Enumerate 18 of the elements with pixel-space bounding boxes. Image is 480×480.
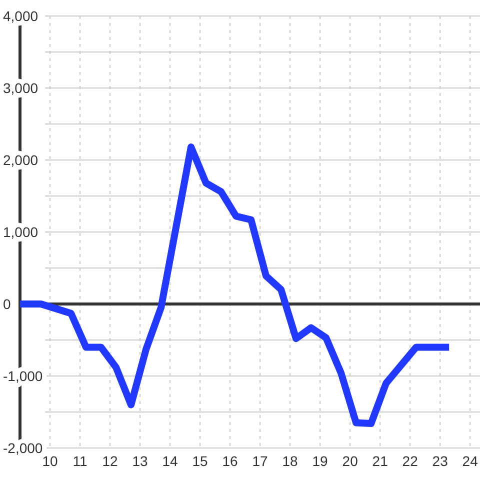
x-tick-label: 19 (312, 453, 328, 469)
x-tick-label: 21 (372, 453, 388, 469)
y-tick-label: -2,000 (3, 440, 43, 456)
x-tick-label: 22 (402, 453, 418, 469)
x-tick-label: 12 (102, 453, 118, 469)
x-tick-label: 24 (462, 453, 478, 469)
x-tick-label: 10 (42, 453, 58, 469)
x-tick-label: 15 (192, 453, 208, 469)
x-tick-label: 20 (342, 453, 358, 469)
x-tick-label: 11 (72, 453, 88, 469)
x-tick-label: 18 (282, 453, 298, 469)
x-tick-label: 17 (252, 453, 268, 469)
x-tick-label: 14 (162, 453, 178, 469)
x-tick-label: 23 (432, 453, 448, 469)
y-tick-label: 0 (3, 296, 11, 312)
y-tick-label: 4,000 (3, 8, 38, 24)
x-tick-label: 16 (222, 453, 238, 469)
x-tick-label: 13 (132, 453, 148, 469)
